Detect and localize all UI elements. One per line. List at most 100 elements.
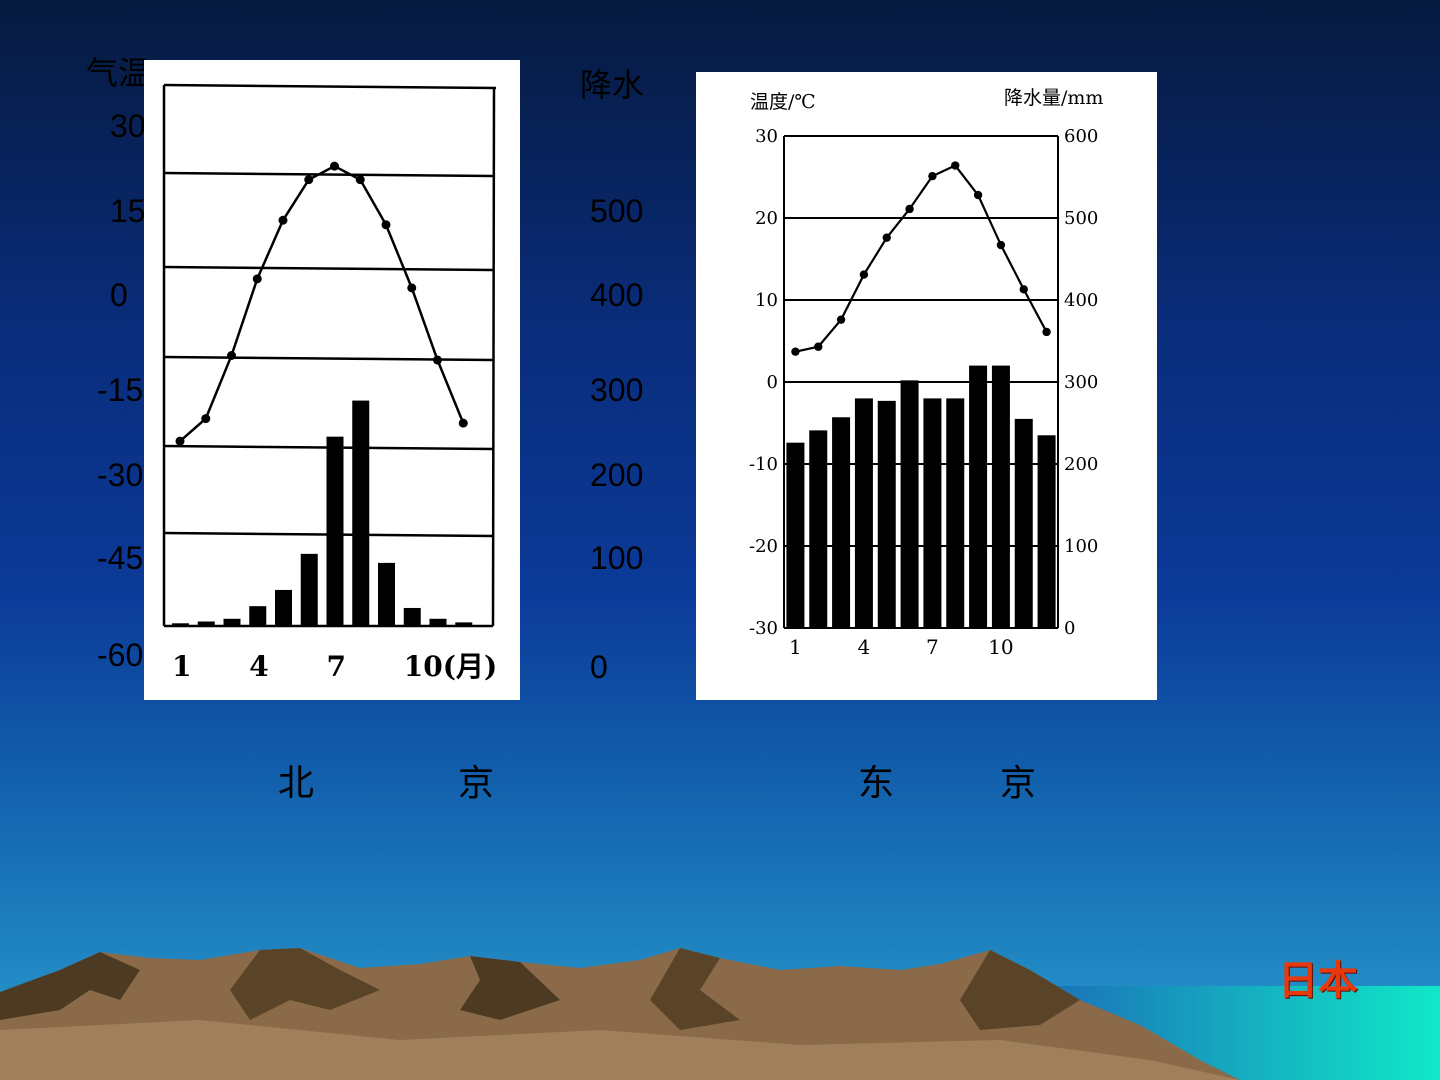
precip-bar [900,380,919,628]
precip-bar [786,442,805,628]
precip-bar [1037,435,1056,628]
precip-bar [275,589,292,626]
precip-bar [923,398,942,628]
temperature-point [1019,285,1028,294]
precip-bar [832,417,851,628]
temperature-point [175,436,185,446]
temperature-point [252,274,262,284]
precip-bar [172,623,189,626]
city-label-beijing-2: 京 [458,763,495,804]
gridline [163,265,494,272]
temperature-point [433,355,442,365]
y-tick-label: 30 [755,126,778,147]
mountain-landscape [0,948,1440,1080]
temperature-line [795,164,1048,353]
x-tick-label: 1 [172,650,191,683]
gridline [163,171,494,178]
y2-tick-label: 0 [1064,618,1075,639]
temperature-point [973,190,983,200]
temperature-point [928,171,937,181]
temperature-point [882,233,891,242]
temperature-point [407,283,417,293]
precip-bar [946,398,965,628]
y2-tick-label: 400 [1064,290,1098,311]
temperature-point [951,161,960,170]
right-axis-tick: 0 [590,649,608,685]
y-tick-label: 20 [755,208,778,229]
y2-tick-label: 100 [1064,536,1098,557]
precip-bar [429,618,447,626]
temperature-point [304,175,314,185]
precip-bar [300,553,318,626]
y2-tick-label: 200 [1064,454,1098,475]
right-axis-tick: 400 [590,277,644,313]
y2-tick-label: 300 [1064,372,1098,393]
x-tick-label: 1 [789,635,802,659]
beijing-climate-chart: 1 4 7 10(月) [162,83,497,683]
x-tick-label: 4 [858,635,871,659]
temperature-point [381,220,391,230]
x-tick-label: 10 [988,635,1013,659]
precip-bar [378,562,395,626]
temperature-point [996,240,1006,250]
beijing-chart-panel: 1 4 7 10(月) [144,60,520,700]
temperature-line [179,164,465,443]
precip-bar [455,622,473,626]
right-axis-tick: 300 [590,372,644,408]
x-tick-label: 4 [249,650,268,683]
country-label-japan[interactable]: 日本 [1278,958,1358,1004]
precip-bar [877,400,896,628]
temperature-point [458,418,468,428]
precip-bar [1014,418,1033,628]
precip-bar [326,436,344,626]
y-tick-label: 0 [767,372,778,393]
right-axis-tick: 100 [590,540,644,576]
precip-bar [991,365,1010,628]
temperature-point [1042,327,1051,337]
precip-bar [223,618,241,626]
x-tick-label: 10(月) [404,650,497,683]
temperature-point [201,414,211,424]
temperature-point [836,315,846,324]
y-tick-label: -30 [749,618,778,639]
y2-tick-label: 500 [1064,208,1098,229]
left-axis-tick: 15 [110,193,146,229]
tokyo-chart-panel: 温度/℃ 降水量/mm 30 20 10 0 -10 -20 -30 600 500 400 300… [696,72,1157,700]
city-label-tokyo-2: 京 [1000,763,1037,804]
temperature-point [905,204,914,214]
right-axis-tick: 200 [590,457,644,493]
precip-bar [352,400,370,626]
left-axis-tick: -45 [97,540,144,576]
left-axis-tick: -30 [97,457,144,493]
left-axis-tick: -60 [97,637,144,673]
precip-bar [809,430,828,628]
right-axis-title: 降水 [580,66,645,104]
y-tick-label: 10 [755,290,778,311]
temperature-point [814,342,823,351]
y-tick-label: -10 [749,454,778,475]
temperature-point [859,270,869,279]
gridline [163,355,494,362]
left-axis-title: 气温 [86,54,151,92]
x-tick-label: 7 [926,635,939,659]
temperature-point [791,347,800,356]
city-label-tokyo-1: 东 [858,763,895,804]
left-axis-tick: -15 [97,372,144,408]
y2-tick-label: 600 [1064,126,1098,147]
left-axis-tick: 30 [110,108,146,144]
precip-bar [249,606,267,626]
left-axis-tick: 0 [110,277,128,313]
tokyo-climate-chart: 温度/℃ 降水量/mm 3020100-10-20-30600500400300… [749,87,1103,659]
precip-bar [854,398,873,628]
y-tick-label: -20 [749,536,778,557]
temperature-point [227,351,236,360]
precip-bar [969,365,988,628]
city-label-beijing-1: 北 [278,763,315,804]
temperature-point [355,175,365,185]
temperature-point [330,161,339,171]
precip-bar [403,607,421,626]
temperature-point [278,215,288,225]
right-axis-tick: 500 [590,193,644,229]
tokyo-left-axis-label: 温度/℃ [750,91,816,113]
